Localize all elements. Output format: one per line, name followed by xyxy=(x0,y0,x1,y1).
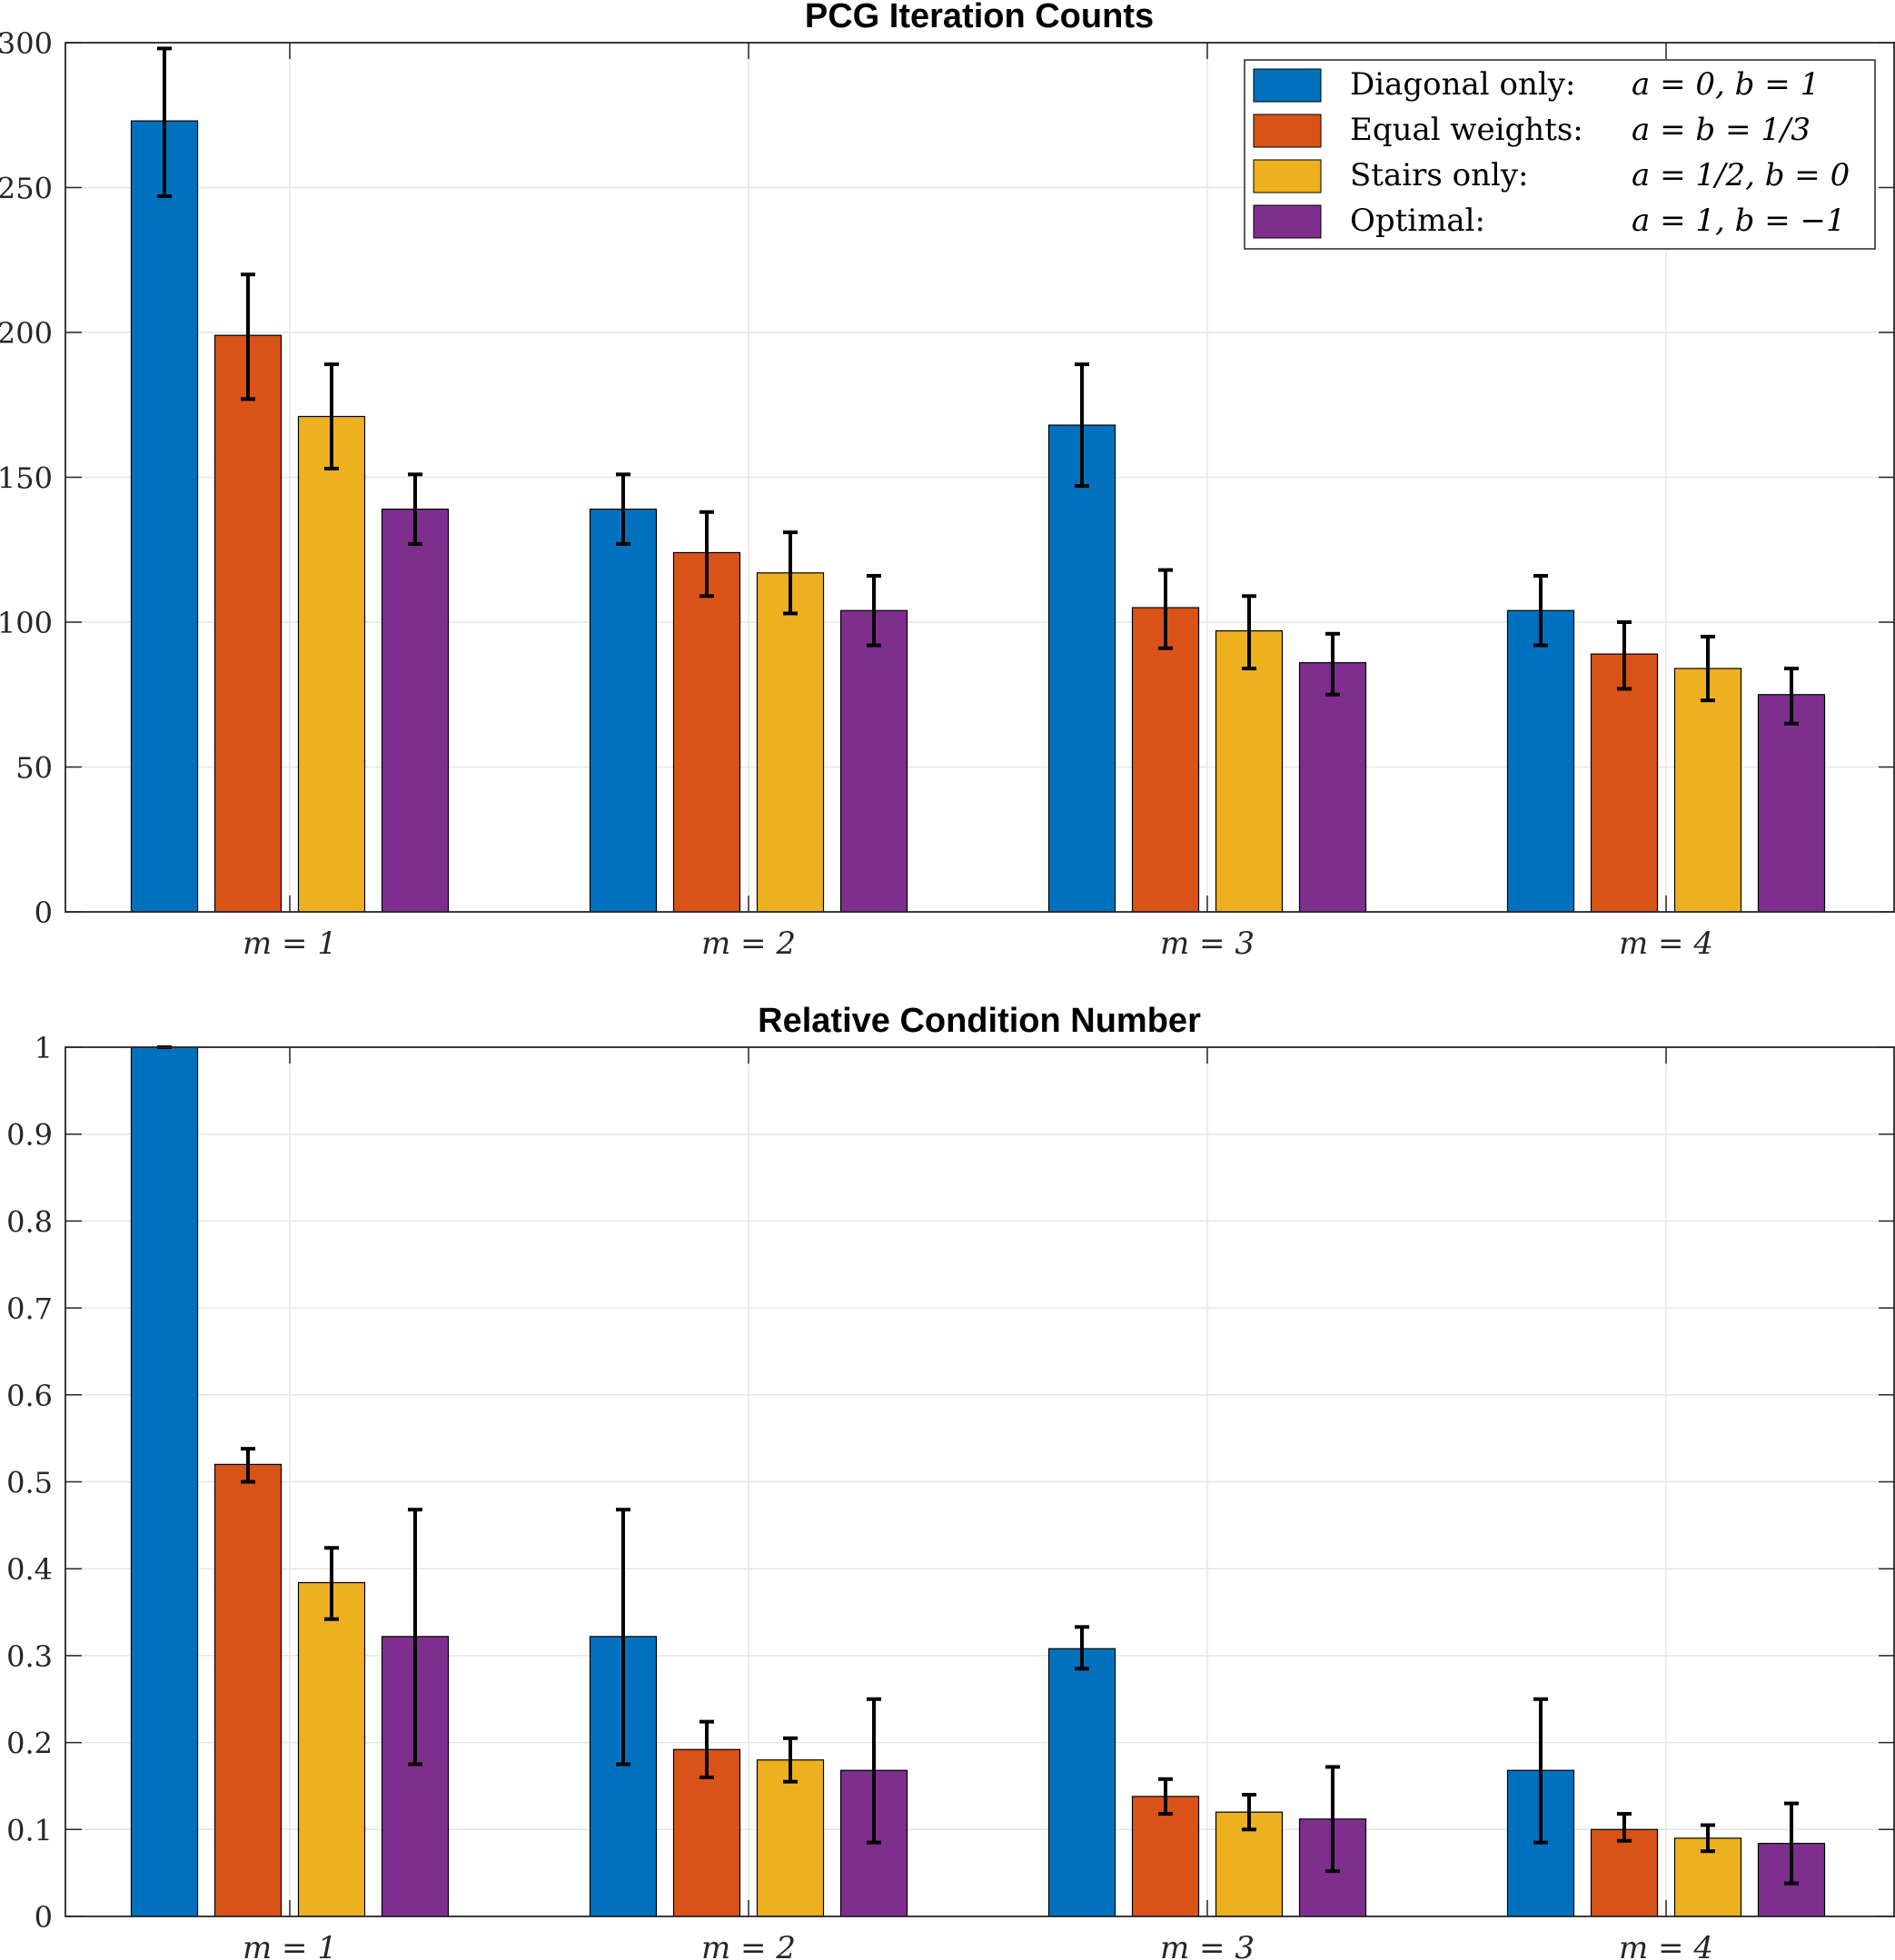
axes-box xyxy=(64,1046,1895,1917)
bar xyxy=(213,334,283,913)
legend-box xyxy=(1244,59,1876,250)
y-tick-label: 100 xyxy=(0,606,53,640)
y-tick-label: 0.7 xyxy=(6,1292,53,1326)
condition-number-axes xyxy=(64,1046,1895,1917)
legend-swatch-equal xyxy=(1253,114,1322,148)
bar xyxy=(1047,1648,1116,1917)
bar xyxy=(1673,668,1742,913)
y-tick-label: 0.3 xyxy=(6,1639,53,1674)
bar xyxy=(1047,424,1116,913)
legend: Diagonal only: a = 0, b = 1 Equal weight… xyxy=(1244,59,1876,250)
bar xyxy=(1590,653,1659,913)
bar xyxy=(1131,1796,1200,1917)
legend-swatch-diagonal xyxy=(1253,68,1322,103)
legend-label-stairs: Stairs only: xyxy=(1350,157,1529,193)
y-tick-label: 0.2 xyxy=(6,1727,53,1761)
category-label: m = 4 xyxy=(1619,1930,1713,1960)
iteration-counts-panel: PCG Iteration Counts 050100150200250300 … xyxy=(0,0,1895,962)
y-tick-label: 0.6 xyxy=(6,1379,53,1413)
iteration-counts-x-ticks: m = 1 m = 2 m = 3 m = 4 xyxy=(243,926,1713,962)
category-label: m = 4 xyxy=(1619,926,1713,962)
bar xyxy=(381,508,450,913)
iteration-counts-y-ticks: 0 50 100 150 200 250 300 xyxy=(0,26,53,930)
y-tick-label: 200 xyxy=(0,316,53,351)
iteration-counts-grid xyxy=(65,43,1895,912)
condition-number-y-ticks: 0 0.1 0.2 0.3 0.4 0.5 0.6 0.7 0.8 0.9 1 xyxy=(6,1031,53,1935)
bar xyxy=(1131,607,1200,913)
bar xyxy=(1215,629,1284,913)
bar xyxy=(839,609,908,913)
bar xyxy=(672,551,741,913)
y-tick-label: 0.4 xyxy=(6,1552,53,1587)
legend-label-diagonal: Diagonal only: xyxy=(1350,66,1575,103)
y-tick-label: 0 xyxy=(35,896,53,930)
category-label: m = 3 xyxy=(1160,926,1255,962)
bar xyxy=(756,1759,825,1917)
y-tick-label: 0.1 xyxy=(6,1813,53,1847)
y-tick-label: 150 xyxy=(0,461,53,496)
legend-formula-equal: a = b = 1/3 xyxy=(1632,112,1811,148)
bar xyxy=(756,572,825,913)
legend-formula-stairs: a = 1/2, b = 0 xyxy=(1632,157,1850,193)
bar xyxy=(213,1463,283,1917)
y-tick-label: 300 xyxy=(0,26,53,61)
legend-swatch-optimal xyxy=(1253,204,1322,239)
category-label: m = 1 xyxy=(243,926,337,962)
legend-label-equal: Equal weights: xyxy=(1350,112,1583,148)
condition-number-x-ticks: m = 1 m = 2 m = 3 m = 4 xyxy=(243,1930,1713,1960)
legend-formula-optimal: a = 1, b = −1 xyxy=(1632,203,1846,239)
condition-number-bars xyxy=(130,1045,1826,1917)
condition-number-panel: Relative Condition Number 00.10.20.30.40… xyxy=(6,1002,1895,1960)
bar xyxy=(1590,1828,1659,1917)
bar xyxy=(130,1046,199,1917)
legend-swatch-stairs xyxy=(1253,159,1322,193)
iteration-counts-bars xyxy=(130,46,1826,913)
bar xyxy=(1506,609,1575,913)
y-tick-label: 1 xyxy=(35,1031,53,1065)
condition-number-grid xyxy=(65,1047,1895,1916)
category-label: m = 3 xyxy=(1160,1930,1255,1960)
category-label: m = 2 xyxy=(701,926,796,962)
bar xyxy=(297,1581,366,1917)
y-tick-label: 250 xyxy=(0,172,53,206)
y-tick-label: 0.8 xyxy=(6,1204,53,1239)
iteration-counts-title: PCG Iteration Counts xyxy=(805,0,1154,35)
category-label: m = 2 xyxy=(701,1930,796,1960)
axes-box xyxy=(64,42,1895,913)
bar xyxy=(1298,662,1367,913)
bar xyxy=(130,120,199,913)
y-tick-label: 0 xyxy=(35,1900,53,1935)
bar xyxy=(1757,694,1826,913)
category-label: m = 1 xyxy=(243,1930,337,1960)
bar xyxy=(589,508,658,913)
legend-label-optimal: Optimal: xyxy=(1350,203,1485,239)
legend-formula-diagonal: a = 0, b = 1 xyxy=(1632,66,1820,103)
iteration-counts-axes xyxy=(64,42,1895,913)
condition-number-title: Relative Condition Number xyxy=(758,1002,1201,1040)
y-tick-label: 50 xyxy=(15,751,53,786)
bar xyxy=(297,415,366,913)
y-tick-label: 0.5 xyxy=(6,1466,53,1500)
y-tick-label: 0.9 xyxy=(6,1118,53,1153)
